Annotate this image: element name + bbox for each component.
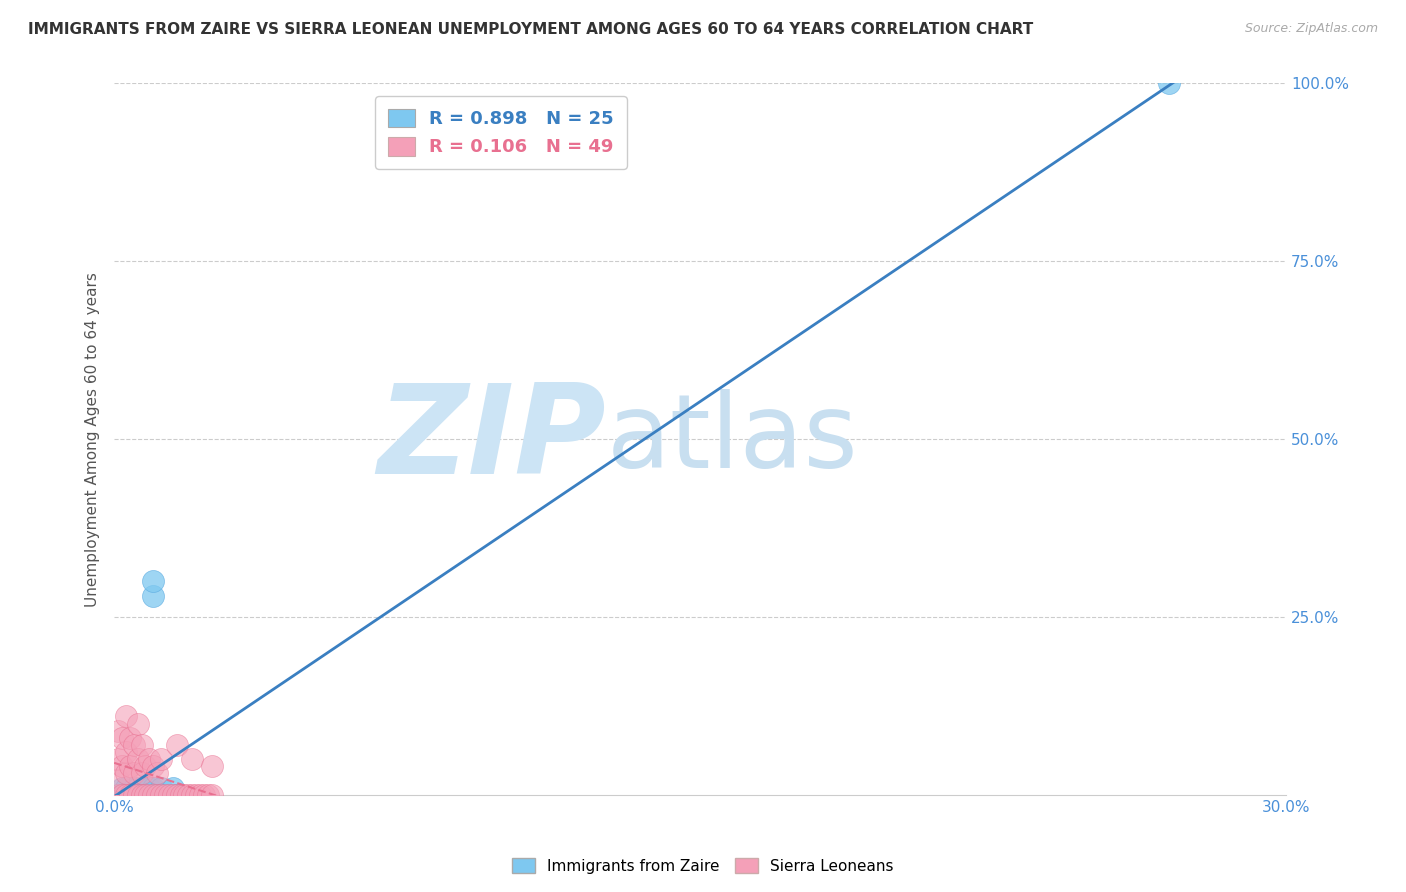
Point [197,788,219,802]
Point [153,788,176,802]
Point [122,788,145,802]
Point [122,738,145,752]
Point [142,574,165,589]
Point [111,731,134,745]
Point [142,788,165,802]
Point [118,731,141,745]
Point [201,759,224,773]
Point [127,716,149,731]
Point [134,759,156,773]
Point [131,788,153,802]
Point [173,788,195,802]
Point [131,788,153,802]
Point [138,752,160,766]
Text: atlas: atlas [606,389,858,490]
Point [107,723,129,738]
Point [142,780,165,795]
Point [193,788,215,802]
Point [118,788,141,802]
Point [111,780,134,795]
Point [122,766,145,780]
Point [138,780,160,795]
Point [122,780,145,795]
Point [1157,77,1180,91]
Point [131,780,153,795]
Point [157,788,180,802]
Point [107,788,129,802]
Point [127,788,149,802]
Point [162,788,184,802]
Point [186,788,208,802]
Point [107,773,129,788]
Point [201,788,224,802]
Point [142,589,165,603]
Text: IMMIGRANTS FROM ZAIRE VS SIERRA LEONEAN UNEMPLOYMENT AMONG AGES 60 TO 64 YEARS C: IMMIGRANTS FROM ZAIRE VS SIERRA LEONEAN … [28,22,1033,37]
Point [115,788,138,802]
Point [131,738,153,752]
Point [127,788,149,802]
Legend: R = 0.898   N = 25, R = 0.106   N = 49: R = 0.898 N = 25, R = 0.106 N = 49 [375,96,627,169]
Point [111,788,134,802]
Point [150,788,173,802]
Point [134,788,156,802]
Point [118,788,141,802]
Point [115,766,138,780]
Point [115,780,138,795]
Point [146,766,169,780]
Point [115,709,138,723]
Point [181,752,204,766]
Point [166,788,188,802]
Point [146,788,169,802]
Point [142,759,165,773]
Point [138,788,160,802]
Point [107,788,129,802]
Point [181,788,204,802]
Text: ZIP: ZIP [378,378,606,500]
Point [146,788,169,802]
Point [127,780,149,795]
Text: Source: ZipAtlas.com: Source: ZipAtlas.com [1244,22,1378,36]
Point [177,788,200,802]
Point [111,788,134,802]
Point [131,766,153,780]
Point [150,780,173,795]
Point [107,752,129,766]
Point [166,738,188,752]
Point [162,780,184,795]
Point [162,788,184,802]
Point [150,752,173,766]
Point [169,788,191,802]
Point [166,788,188,802]
Legend: Immigrants from Zaire, Sierra Leoneans: Immigrants from Zaire, Sierra Leoneans [506,852,900,880]
Point [111,759,134,773]
Point [115,788,138,802]
Y-axis label: Unemployment Among Ages 60 to 64 years: Unemployment Among Ages 60 to 64 years [86,272,100,607]
Point [134,788,156,802]
Point [142,788,165,802]
Point [127,752,149,766]
Point [115,745,138,759]
Point [153,788,176,802]
Point [118,759,141,773]
Point [188,788,211,802]
Point [157,788,180,802]
